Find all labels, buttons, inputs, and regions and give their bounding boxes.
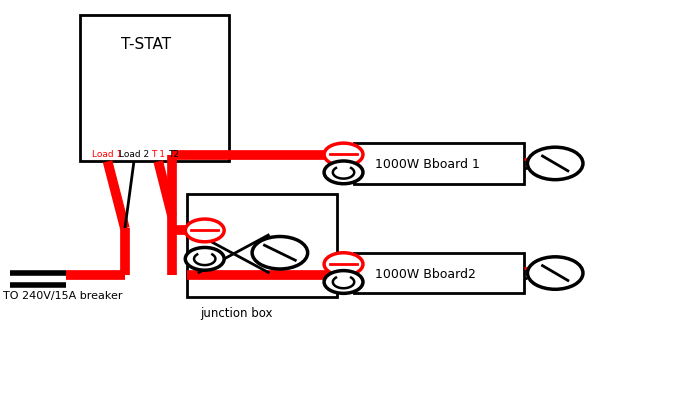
- Text: T 1: T 1: [151, 150, 165, 159]
- Circle shape: [324, 162, 363, 184]
- Text: 1000W Bboard2: 1000W Bboard2: [375, 267, 475, 280]
- Circle shape: [324, 144, 363, 166]
- Text: TO 240V/15A breaker: TO 240V/15A breaker: [3, 291, 123, 301]
- Text: Load 2: Load 2: [119, 150, 149, 159]
- FancyBboxPatch shape: [354, 144, 524, 184]
- Circle shape: [527, 257, 583, 290]
- Text: Load 1: Load 1: [92, 150, 123, 159]
- FancyBboxPatch shape: [80, 16, 229, 162]
- FancyBboxPatch shape: [187, 194, 337, 298]
- Circle shape: [324, 271, 363, 294]
- Circle shape: [185, 220, 224, 242]
- Text: T-STAT: T-STAT: [121, 36, 171, 51]
- Circle shape: [324, 253, 363, 276]
- Text: 1000W Bboard 1: 1000W Bboard 1: [375, 158, 480, 171]
- Circle shape: [185, 248, 224, 271]
- Circle shape: [252, 237, 307, 269]
- Circle shape: [527, 148, 583, 180]
- Text: T2: T2: [168, 150, 179, 159]
- Text: junction box: junction box: [200, 306, 272, 319]
- FancyBboxPatch shape: [354, 253, 524, 294]
